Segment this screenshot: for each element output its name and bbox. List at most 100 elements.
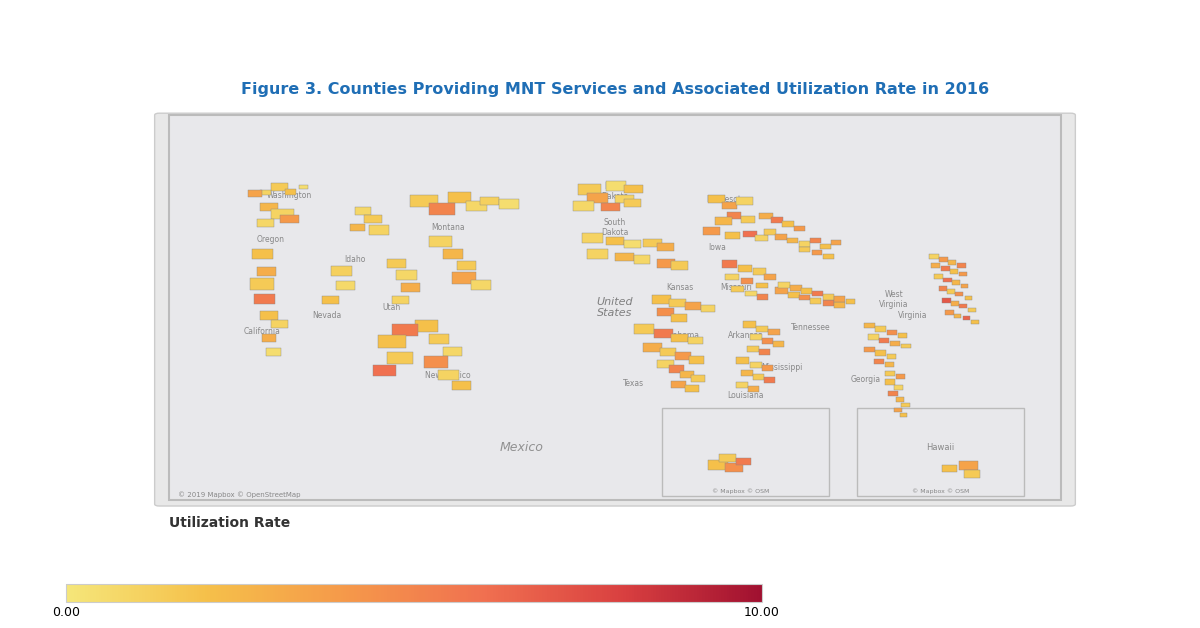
- Bar: [823, 295, 834, 300]
- Bar: [868, 334, 880, 340]
- Bar: [880, 338, 889, 343]
- Bar: [898, 333, 907, 338]
- Bar: [764, 274, 776, 279]
- Bar: [624, 241, 641, 248]
- Text: California: California: [244, 327, 280, 336]
- Bar: [778, 281, 790, 288]
- Bar: [890, 341, 900, 345]
- Text: Figure 3. Counties Providing MNT Services and Associated Utilization Rate in 201: Figure 3. Counties Providing MNT Service…: [241, 82, 989, 97]
- Bar: [396, 269, 416, 279]
- Bar: [959, 272, 967, 276]
- Bar: [901, 403, 910, 407]
- Bar: [946, 310, 954, 315]
- Bar: [812, 251, 822, 256]
- Bar: [661, 408, 829, 496]
- Bar: [355, 207, 371, 215]
- Bar: [368, 225, 389, 236]
- Bar: [950, 269, 958, 274]
- Bar: [430, 333, 450, 344]
- Bar: [266, 348, 281, 355]
- Bar: [942, 298, 950, 303]
- Text: Alaska: Alaska: [685, 421, 731, 435]
- Bar: [941, 266, 950, 271]
- Bar: [578, 184, 601, 195]
- Bar: [725, 463, 743, 472]
- Bar: [790, 284, 802, 291]
- Bar: [876, 350, 886, 355]
- Bar: [748, 345, 760, 352]
- Bar: [760, 213, 773, 219]
- Bar: [448, 192, 470, 203]
- Bar: [271, 183, 288, 192]
- Text: Hawaii: Hawaii: [899, 421, 946, 435]
- Bar: [799, 241, 810, 247]
- Bar: [364, 215, 383, 224]
- Bar: [722, 260, 737, 268]
- Bar: [656, 244, 673, 251]
- Bar: [971, 320, 979, 323]
- Bar: [756, 326, 768, 332]
- Bar: [299, 185, 308, 190]
- Bar: [820, 244, 830, 249]
- Bar: [755, 235, 768, 241]
- Bar: [685, 302, 701, 310]
- Bar: [760, 349, 770, 355]
- Bar: [884, 362, 894, 367]
- Text: Minnesota: Minnesota: [707, 195, 746, 204]
- Bar: [752, 268, 766, 274]
- Text: Utah: Utah: [383, 303, 401, 312]
- Text: Oregon: Oregon: [257, 235, 284, 244]
- Bar: [743, 322, 756, 328]
- Bar: [587, 249, 607, 259]
- Bar: [430, 203, 455, 215]
- Bar: [643, 239, 661, 247]
- Bar: [601, 203, 619, 212]
- Bar: [830, 241, 841, 246]
- Bar: [750, 333, 762, 340]
- Bar: [894, 385, 904, 390]
- Bar: [388, 352, 413, 364]
- Bar: [748, 386, 760, 392]
- Bar: [764, 377, 775, 383]
- Bar: [787, 238, 798, 244]
- Bar: [415, 320, 438, 332]
- Bar: [259, 190, 271, 195]
- Bar: [964, 470, 980, 478]
- Bar: [846, 299, 854, 303]
- Bar: [606, 181, 626, 192]
- Text: North
Dakota: North Dakota: [601, 181, 629, 201]
- Text: Tennessee: Tennessee: [791, 323, 830, 332]
- Bar: [654, 329, 673, 338]
- Bar: [725, 274, 739, 280]
- Bar: [775, 234, 787, 241]
- Bar: [959, 305, 966, 308]
- Bar: [788, 291, 800, 298]
- Bar: [727, 212, 742, 219]
- Bar: [743, 231, 757, 237]
- Bar: [452, 381, 470, 390]
- Bar: [251, 278, 274, 290]
- Bar: [745, 291, 757, 296]
- Bar: [499, 199, 520, 209]
- Bar: [443, 249, 463, 259]
- Text: Nevada: Nevada: [312, 311, 341, 320]
- Bar: [443, 347, 462, 355]
- Bar: [782, 222, 794, 227]
- Bar: [955, 293, 962, 296]
- Bar: [896, 374, 905, 379]
- Bar: [772, 217, 784, 224]
- Bar: [322, 296, 338, 303]
- Bar: [929, 254, 938, 259]
- Bar: [457, 261, 475, 269]
- Text: © Mapbox © OSM: © Mapbox © OSM: [712, 489, 769, 494]
- Bar: [410, 195, 438, 207]
- Bar: [470, 279, 491, 290]
- Bar: [901, 344, 911, 349]
- Bar: [350, 224, 365, 232]
- Bar: [864, 323, 876, 328]
- Bar: [740, 370, 752, 376]
- Bar: [942, 465, 958, 472]
- Bar: [762, 338, 773, 344]
- Bar: [606, 237, 624, 246]
- Bar: [931, 263, 941, 268]
